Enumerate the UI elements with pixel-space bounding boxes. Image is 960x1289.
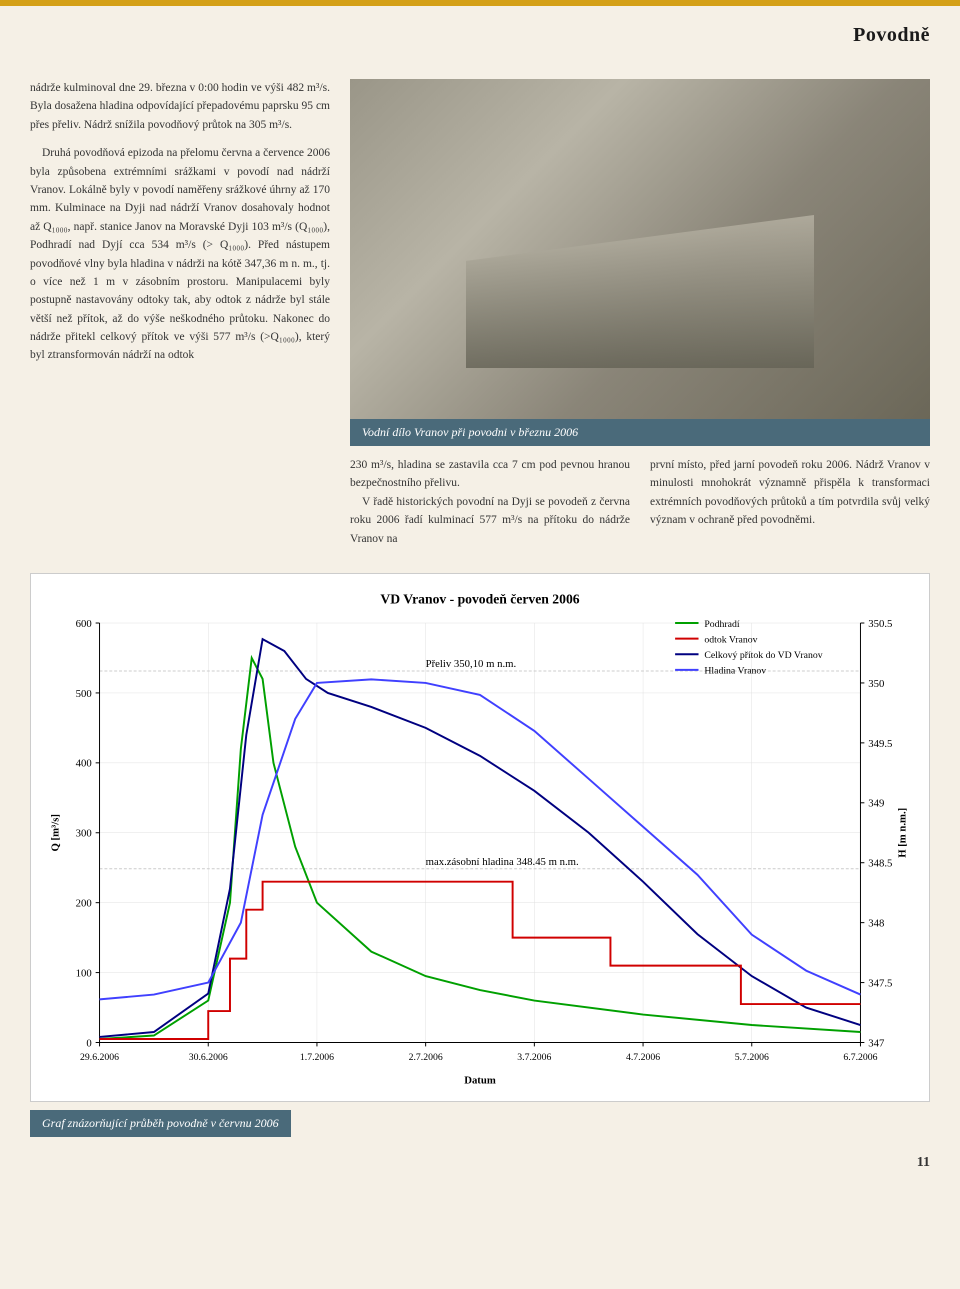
content-area: nádrže kulminoval dne 29. března v 0:00 … [0, 59, 960, 1147]
svg-text:349: 349 [868, 798, 884, 810]
svg-text:350.5: 350.5 [868, 618, 892, 630]
dam-photo [350, 79, 930, 419]
flood-chart: 0 100 200 300 400 500 600 347 347.5 348 348.5 349 34… [30, 573, 930, 1102]
svg-text:0: 0 [86, 1037, 91, 1049]
svg-text:347.5: 347.5 [868, 977, 892, 989]
svg-text:Hladina Vranov: Hladina Vranov [704, 666, 766, 677]
text-columns-under-photo: 230 m³/s, hladina se zastavila cca 7 cm … [350, 456, 930, 548]
page-number: 11 [0, 1147, 960, 1191]
paragraph: první místo, před jarní povodeň roku 200… [650, 456, 930, 530]
svg-text:max.zásobní hladina 348.45 m n: max.zásobní hladina 348.45 m n.m. [426, 856, 579, 868]
svg-text:349.5: 349.5 [868, 738, 892, 750]
svg-text:348: 348 [868, 918, 884, 930]
paragraph: V řadě historických povodní na Dyji se p… [350, 493, 630, 548]
svg-text:Datum: Datum [464, 1074, 496, 1086]
text-column-left: nádrže kulminoval dne 29. března v 0:00 … [30, 79, 330, 548]
top-section: nádrže kulminoval dne 29. března v 0:00 … [30, 79, 930, 548]
chart-svg: 0 100 200 300 400 500 600 347 347.5 348 348.5 349 34… [41, 584, 919, 1091]
svg-text:Podhradí: Podhradí [704, 619, 739, 630]
svg-text:200: 200 [76, 898, 92, 910]
svg-text:Q [m³/s]: Q [m³/s] [50, 814, 62, 851]
svg-text:Celkový přítok do VD Vranov: Celkový přítok do VD Vranov [704, 650, 822, 661]
photo-block: Vodní dílo Vranov při povodni v březnu 2… [350, 79, 930, 548]
svg-text:Přeliv 350,10 m n.m.: Přeliv 350,10 m n.m. [426, 658, 517, 670]
section-title: Povodně [30, 24, 930, 47]
page-header: Povodně [0, 0, 960, 59]
svg-text:VD Vranov - povodeň červen 200: VD Vranov - povodeň červen 2006 [380, 591, 579, 606]
svg-text:5.7.2006: 5.7.2006 [735, 1052, 769, 1063]
svg-text:348.5: 348.5 [868, 858, 892, 870]
paragraph: 230 m³/s, hladina se zastavila cca 7 cm … [350, 456, 630, 493]
svg-text:1.7.2006: 1.7.2006 [300, 1052, 334, 1063]
svg-text:29.6.2006: 29.6.2006 [80, 1052, 119, 1063]
svg-text:2.7.2006: 2.7.2006 [409, 1052, 443, 1063]
svg-text:350: 350 [868, 678, 884, 690]
svg-text:6.7.2006: 6.7.2006 [843, 1052, 877, 1063]
paragraph: Druhá povodňová epizoda na přelomu červn… [30, 144, 330, 365]
svg-text:500: 500 [76, 688, 92, 700]
svg-text:odtok Vranov: odtok Vranov [704, 634, 757, 645]
svg-text:30.6.2006: 30.6.2006 [189, 1052, 228, 1063]
svg-text:H [m n.m.]: H [m n.m.] [896, 808, 908, 858]
svg-text:347: 347 [868, 1037, 885, 1049]
svg-text:100: 100 [76, 967, 92, 979]
svg-text:300: 300 [76, 828, 92, 840]
photo-caption: Vodní dílo Vranov při povodni v březnu 2… [350, 419, 930, 446]
svg-text:3.7.2006: 3.7.2006 [517, 1052, 551, 1063]
svg-text:4.7.2006: 4.7.2006 [626, 1052, 660, 1063]
svg-text:600: 600 [76, 618, 92, 630]
paragraph: nádrže kulminoval dne 29. března v 0:00 … [30, 79, 330, 134]
chart-caption: Graf znázorňující průběh povodně v červn… [30, 1110, 291, 1137]
svg-text:400: 400 [76, 758, 92, 770]
